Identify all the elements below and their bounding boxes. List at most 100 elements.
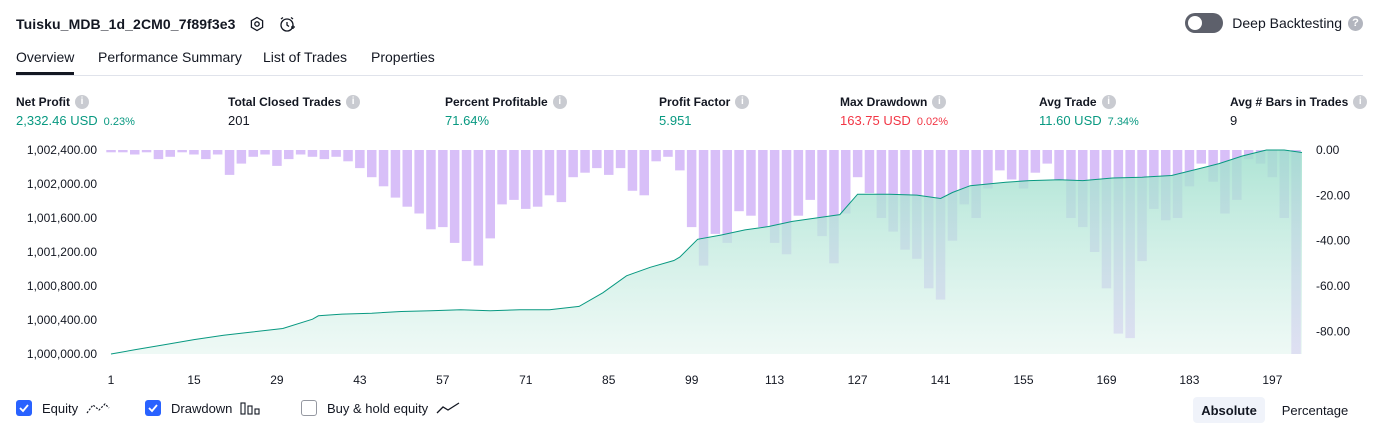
drawdown-bar: [995, 150, 1005, 171]
drawdown-bar: [130, 150, 140, 155]
right-axis-tick: -60.00: [1316, 279, 1350, 293]
trend-line-icon: [436, 401, 460, 415]
drawdown-bar: [473, 150, 484, 266]
drawdown-bar: [201, 150, 211, 160]
drawdown-bar: [769, 150, 780, 243]
drawdown-bar: [841, 150, 851, 214]
drawdown-bar: [805, 150, 815, 200]
metric-percent: 0.23%: [103, 116, 135, 128]
drawdown-bar: [1018, 150, 1029, 189]
x-axis-tick: 57: [436, 373, 450, 387]
info-icon[interactable]: i: [552, 94, 567, 109]
metric-value: 5.951: [659, 113, 692, 128]
x-axis-tick: 183: [1179, 373, 1199, 387]
metric-value: 163.75 USD: [840, 113, 911, 128]
drawdown-bar: [224, 150, 235, 175]
drawdown-bar: [663, 150, 673, 157]
metric-value: 71.64%: [445, 113, 490, 128]
drawdown-bar: [829, 150, 839, 264]
legend-buy-hold[interactable]: Buy & hold equity: [301, 400, 460, 416]
drawdown-bar: [426, 150, 436, 230]
drawdown-bar: [710, 150, 721, 234]
legend-equity[interactable]: Equity: [16, 400, 110, 416]
drawdown-bar: [343, 150, 353, 162]
drawdown-bar: [248, 150, 258, 157]
drawdown-bar: [556, 150, 567, 203]
info-icon[interactable]: i: [735, 94, 750, 109]
left-axis-tick: 1,000,400.00: [27, 313, 97, 327]
right-axis-tick: -80.00: [1316, 324, 1350, 338]
equity-drawdown-chart[interactable]: 1,002,400.00 1,002,000.00 1,001,600.00 1,00…: [0, 140, 1379, 388]
bar-chart-icon: [240, 401, 260, 415]
drawdown-bar: [236, 150, 247, 164]
x-axis-tick: 141: [931, 373, 951, 387]
info-icon[interactable]: i: [932, 94, 947, 109]
drawdown-bar: [876, 150, 887, 218]
tab-list-of-trades[interactable]: List of Trades: [263, 49, 348, 65]
drawdown-bar: [295, 150, 306, 155]
metric-max-drawdown: Max Drawdown i 163.75 USD 0.02%: [840, 94, 948, 128]
drawdown-bar: [758, 150, 768, 228]
metric-avg-bars: Avg # Bars in Trades i 9: [1230, 94, 1368, 128]
x-axis-tick: 43: [353, 373, 367, 387]
drawdown-bar: [1054, 150, 1064, 180]
metric-total-closed-trades: Total Closed Trades i 201: [228, 94, 361, 128]
drawdown-bar: [307, 150, 318, 157]
legend-label: Buy & hold equity: [327, 400, 429, 416]
drawdown-bar: [698, 150, 709, 266]
legend-drawdown[interactable]: Drawdown: [145, 400, 260, 416]
drawdown-bar: [604, 150, 614, 175]
x-axis-tick: 1: [108, 373, 115, 387]
metric-value: 201: [228, 113, 250, 128]
drawdown-bar: [521, 150, 531, 209]
buy-hold-checkbox[interactable]: [301, 400, 317, 416]
drawdown-bar: [1196, 150, 1206, 164]
deep-backtesting-toggle[interactable]: [1185, 13, 1224, 33]
right-axis-tick: -20.00: [1316, 188, 1350, 202]
drawdown-bar: [1006, 150, 1017, 180]
x-axis-tick: 85: [602, 373, 616, 387]
legend-label: Equity: [42, 400, 79, 416]
drawdown-bar: [615, 150, 626, 169]
metric-label: Percent Profitable: [445, 94, 548, 109]
drawdown-bar: [497, 150, 507, 205]
drawdown-bar: [284, 150, 294, 160]
deep-backtesting-label: Deep Backtesting: [1232, 15, 1342, 31]
right-axis-tick: -40.00: [1316, 234, 1350, 248]
drawdown-bar: [627, 150, 638, 191]
drawdown-bar: [864, 150, 875, 194]
settings-icon[interactable]: [248, 15, 266, 33]
drawdown-bar: [272, 150, 282, 166]
info-icon[interactable]: i: [1353, 94, 1368, 109]
drawdown-bar: [319, 150, 330, 160]
tab-properties[interactable]: Properties: [371, 49, 435, 65]
metric-percent: 0.02%: [916, 116, 949, 128]
equity-area: [111, 150, 1302, 354]
info-icon[interactable]: i: [1101, 94, 1116, 109]
info-icon[interactable]: i: [346, 94, 361, 109]
drawdown-bar: [177, 150, 187, 153]
drawdown-bar: [781, 150, 792, 255]
metric-label: Avg Trade: [1039, 94, 1097, 109]
tab-overview[interactable]: Overview: [16, 49, 75, 75]
metric-value: 2,332.46 USD: [16, 113, 98, 128]
x-axis-tick: 29: [270, 373, 284, 387]
left-axis-tick: 1,002,000.00: [27, 177, 97, 191]
left-axis-tick: 1,000,000.00: [27, 347, 97, 361]
help-icon[interactable]: ?: [1348, 15, 1363, 31]
info-icon[interactable]: i: [75, 94, 89, 109]
x-axis-tick: 113: [765, 373, 784, 387]
metric-label: Total Closed Trades: [228, 94, 342, 109]
alert-clock-icon[interactable]: [278, 15, 296, 33]
metric-label: Avg # Bars in Trades: [1230, 94, 1349, 109]
equity-checkbox[interactable]: [16, 400, 32, 416]
metric-net-profit: Net Profit i 2,332.46 USD 0.23%: [16, 94, 135, 128]
tab-performance-summary[interactable]: Performance Summary: [98, 49, 242, 65]
drawdown-bar: [153, 150, 164, 160]
metric-value: 11.60 USD: [1039, 113, 1102, 128]
drawdown-checkbox[interactable]: [145, 400, 161, 416]
percentage-button[interactable]: Percentage: [1281, 402, 1349, 418]
absolute-button[interactable]: Absolute: [1193, 397, 1265, 423]
drawdown-bar: [378, 150, 389, 187]
metric-avg-trade: Avg Trade i 11.60 USD 7.34%: [1039, 94, 1139, 128]
